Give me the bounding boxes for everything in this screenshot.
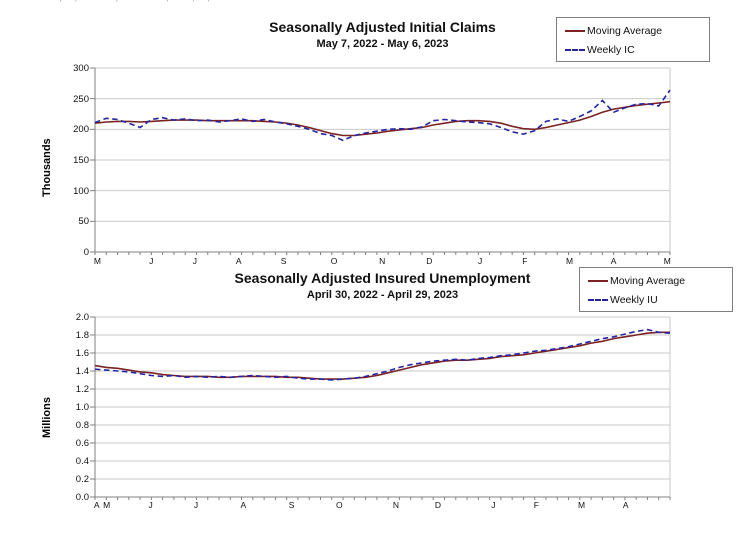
y-tick-label: 0.2 xyxy=(75,474,89,485)
x-tick-label: S xyxy=(280,256,287,266)
y-tick-label: 0.0 xyxy=(75,492,89,503)
legend-entry-moving-average: Moving Average xyxy=(588,275,726,287)
y-axis-labels: 0.0 0.2 0.4 0.6 0.8 1.0 1.2 1.4 1.6 1.8 2.0 xyxy=(4,312,89,503)
x-tick-label: M xyxy=(103,500,111,510)
series-line-weekly-iu xyxy=(94,328,671,381)
insured-unemployment-subtitle: April 30, 2022 - April 29, 2023 xyxy=(306,289,459,301)
y-tick-label: 0.8 xyxy=(75,420,89,431)
initial-claims-legend: Moving Average Weekly IC xyxy=(556,17,710,62)
y-tick-label: 300 xyxy=(73,63,89,74)
x-tick-label: N xyxy=(379,256,386,266)
x-tick-label: D xyxy=(434,500,441,510)
y-tick-label: 1.6 xyxy=(75,348,89,359)
x-tick-label: A xyxy=(240,500,247,510)
legend-entry-weekly-iu: Weekly IU xyxy=(588,294,726,306)
y-tick-label: 200 xyxy=(73,124,89,136)
x-tick-label: M xyxy=(565,256,574,266)
initial-claims-title: Seasonally Adjusted Initial Claims xyxy=(269,19,496,35)
x-tick-label: S xyxy=(288,500,295,510)
x-tick-label: D xyxy=(426,256,433,266)
x-tick-label: J xyxy=(491,500,496,510)
x-tick-label: A xyxy=(93,500,100,510)
y-tick-label: 0.6 xyxy=(75,438,89,449)
insured-unemployment-title: Seasonally Adjusted Insured Unemployment xyxy=(234,270,531,286)
x-tick-label: N xyxy=(392,500,400,510)
x-tick-label: J xyxy=(192,256,198,266)
legend-label: Moving Average xyxy=(587,25,663,37)
legend-label: Weekly IU xyxy=(610,294,658,306)
y-tick-label: 0 xyxy=(83,247,89,258)
legend-label: Weekly IC xyxy=(587,44,635,56)
x-tick-label: A xyxy=(610,256,617,266)
y-tick-label: 50 xyxy=(78,216,89,228)
clipped-header-text: ., ,. .- ,. ,. -, ,. xyxy=(54,0,217,3)
x-tick-label: J xyxy=(148,500,153,510)
legend-label: Moving Average xyxy=(610,275,686,287)
legend-line-sample-solid xyxy=(588,280,608,282)
initial-claims-plot-area xyxy=(90,67,671,255)
y-tick-label: 0.4 xyxy=(75,456,89,467)
y-axis-labels: 0 50 100 150 200 250 300 xyxy=(4,63,89,258)
x-tick-label: M xyxy=(578,500,586,510)
legend-line-sample-dashed xyxy=(588,299,608,301)
x-tick-label: A xyxy=(622,500,629,510)
series-line-moving-average xyxy=(94,331,670,380)
x-tick-label: O xyxy=(330,256,338,266)
x-tick-label: M xyxy=(663,256,671,266)
x-tick-label: J xyxy=(149,256,154,266)
y-tick-label: 1.0 xyxy=(75,402,89,413)
insured-unemployment-plot-area xyxy=(90,316,671,500)
legend-entry-weekly-ic: Weekly IC xyxy=(565,44,703,56)
legend-line-sample-dashed xyxy=(565,49,585,51)
chart-canvas xyxy=(90,67,671,255)
y-tick-label: 100 xyxy=(73,185,89,197)
y-tick-label: 1.2 xyxy=(75,384,89,395)
x-tick-label: M xyxy=(93,256,101,266)
y-tick-label: 1.8 xyxy=(75,330,89,341)
legend-line-sample-solid xyxy=(565,30,585,32)
chart-canvas xyxy=(90,316,671,500)
y-tick-label: 2.0 xyxy=(75,312,89,323)
x-tick-label: O xyxy=(335,500,343,510)
insured-unemployment-legend: Moving Average Weekly IU xyxy=(579,267,733,312)
x-tick-label: F xyxy=(522,256,528,266)
series-line-weekly-ic xyxy=(94,89,671,142)
y-tick-label: 1.4 xyxy=(75,366,89,377)
y-tick-label: 250 xyxy=(73,93,89,105)
y-tick-label: 150 xyxy=(73,155,89,166)
x-tick-label: J xyxy=(477,256,483,266)
x-tick-label: J xyxy=(193,500,199,510)
x-tick-label: F xyxy=(533,500,539,510)
initial-claims-subtitle: May 7, 2022 - May 6, 2023 xyxy=(316,38,449,50)
x-tick-label: A xyxy=(235,256,242,266)
legend-entry-moving-average: Moving Average xyxy=(565,25,703,37)
